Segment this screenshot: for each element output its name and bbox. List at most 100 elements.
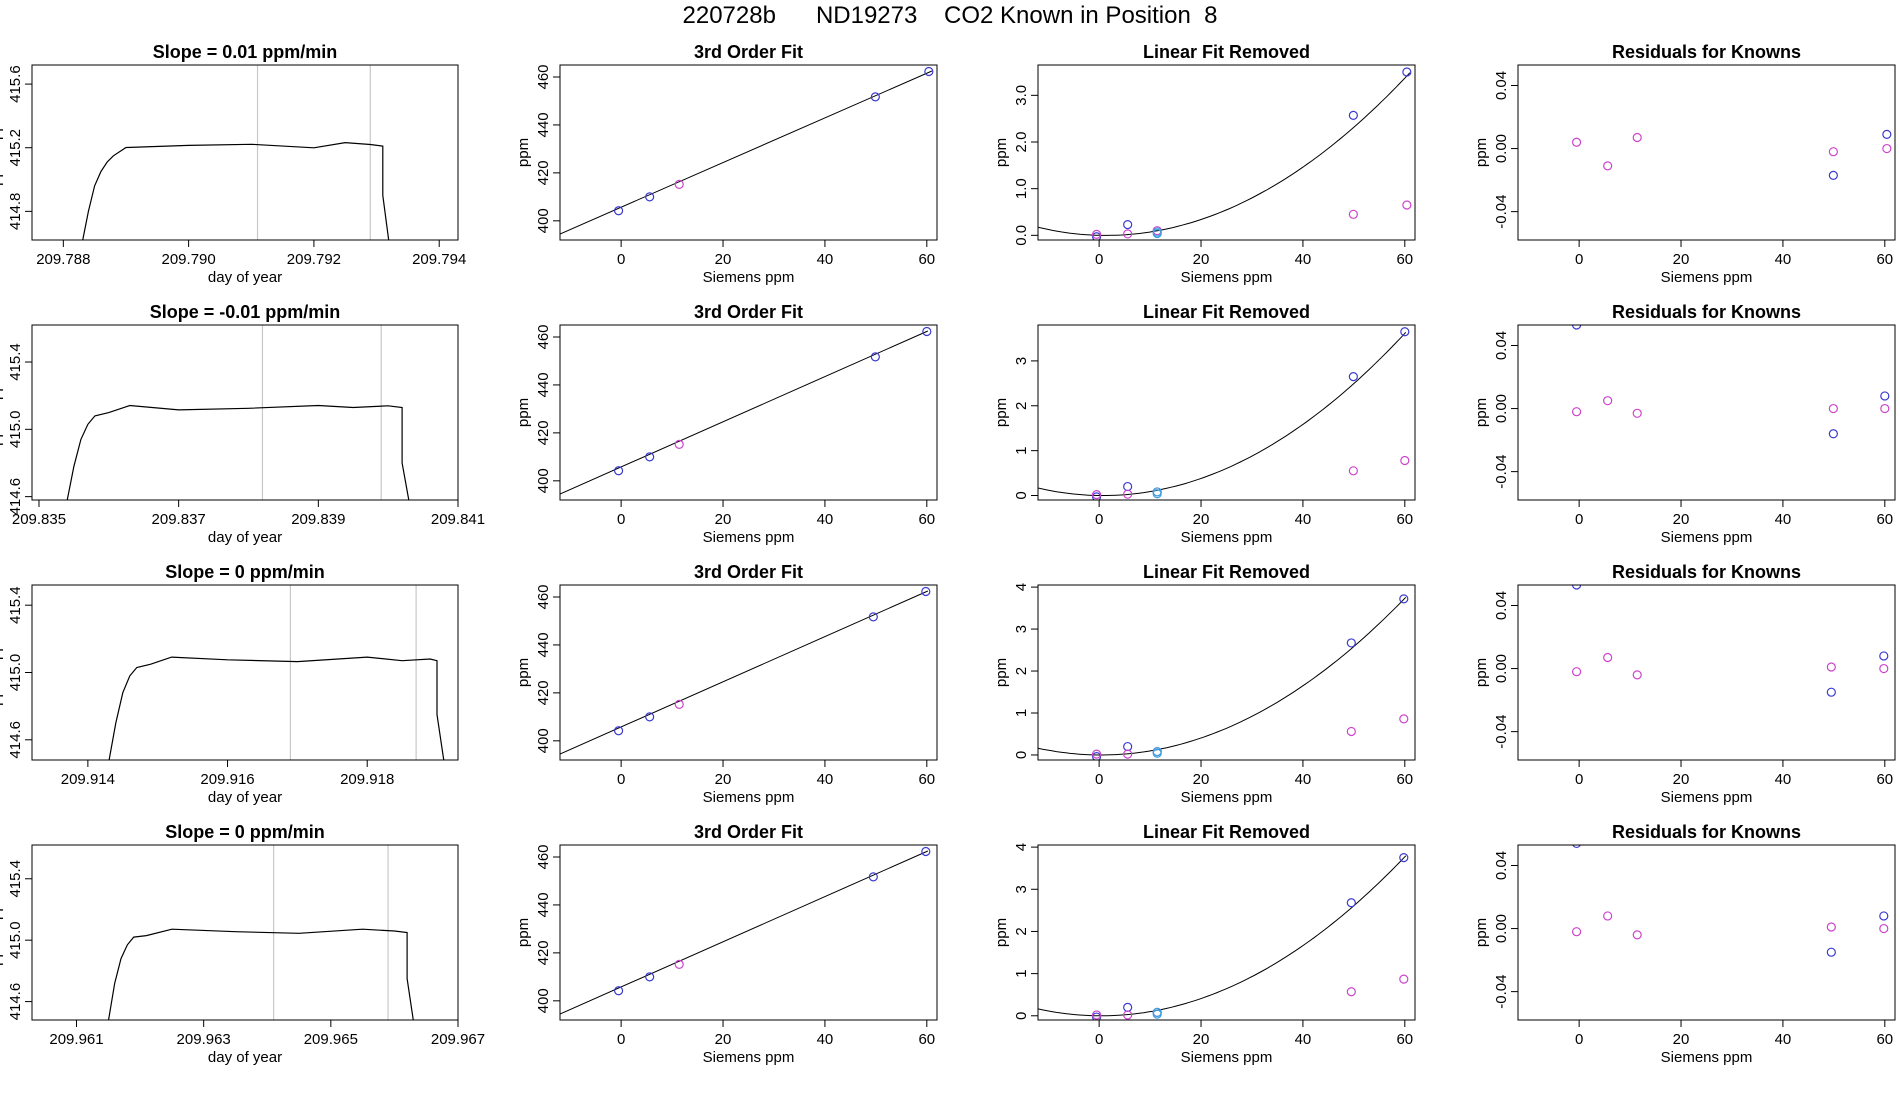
data-point bbox=[1346, 638, 1356, 648]
y-axis-label: ppm bbox=[1473, 138, 1490, 167]
plot-area bbox=[560, 326, 932, 495]
y-axis-label: approx. ppm bbox=[0, 371, 4, 454]
x-tick-label: 60 bbox=[918, 1031, 935, 1048]
plot-area bbox=[1571, 129, 1892, 180]
fit-curve bbox=[1038, 596, 1407, 756]
x-tick-label: 40 bbox=[817, 771, 834, 788]
x-tick-label: 20 bbox=[715, 511, 732, 528]
data-point bbox=[1346, 898, 1356, 908]
data-point bbox=[1346, 987, 1356, 997]
panel-residuals-row-4: Residuals for Knowns 0 20 40 60 -0.04 0.00 0.04… bbox=[1473, 822, 1896, 1066]
y-tick-label: 1 bbox=[1013, 969, 1030, 977]
plot-frame bbox=[559, 844, 938, 1021]
y-tick-label: 3 bbox=[1013, 357, 1030, 365]
x-tick-label: 40 bbox=[1775, 771, 1792, 788]
panel-title: Linear Fit Removed bbox=[1143, 302, 1310, 322]
y-tick-label: 440 bbox=[535, 892, 552, 917]
plot-area bbox=[108, 656, 445, 760]
y-tick-label: 415.4 bbox=[7, 586, 24, 624]
plot-area bbox=[1038, 594, 1409, 760]
fit-line bbox=[560, 330, 929, 495]
panel-title: Residuals for Knowns bbox=[1612, 562, 1801, 582]
y-tick-label: 0 bbox=[1013, 1012, 1030, 1020]
plot-frame bbox=[31, 64, 459, 241]
plot-area bbox=[1571, 845, 1889, 957]
x-axis-label: Siemens ppm bbox=[703, 269, 795, 286]
data-point bbox=[1346, 726, 1356, 737]
data-point bbox=[1632, 670, 1642, 680]
x-tick-label: 60 bbox=[918, 511, 935, 528]
data-point bbox=[1402, 67, 1412, 77]
plot-frame bbox=[1037, 584, 1416, 761]
plot-area bbox=[560, 66, 934, 235]
x-tick-label: 0 bbox=[1575, 771, 1583, 788]
plot-frame bbox=[1037, 844, 1416, 1021]
x-tick-label: 209.788 bbox=[36, 251, 90, 268]
panel-3rd-order-fit-row-3: 3rd Order Fit 0 20 40 60 400 420 440 460 Siemens … bbox=[515, 562, 938, 806]
panel-title: Residuals for Knowns bbox=[1612, 42, 1801, 62]
panel-linear-fit-removed-row-3: Linear Fit Removed 0 20 40 60 0 1 2 3 4 Siemens pp… bbox=[993, 562, 1416, 806]
x-tick-label: 209.792 bbox=[287, 251, 341, 268]
data-point bbox=[1399, 594, 1409, 604]
data-point bbox=[1571, 927, 1582, 937]
x-tick-label: 0 bbox=[617, 511, 625, 528]
x-tick-label: 0 bbox=[617, 1031, 625, 1048]
x-tick-label: 209.918 bbox=[340, 771, 394, 788]
plot-frame bbox=[31, 844, 459, 1021]
data-point bbox=[921, 846, 931, 857]
x-tick-label: 40 bbox=[1295, 511, 1312, 528]
data-point bbox=[645, 452, 655, 462]
data-point bbox=[1828, 403, 1838, 414]
y-tick-label: 414.6 bbox=[7, 721, 24, 759]
plot-frame bbox=[31, 584, 459, 761]
concentration-trace bbox=[82, 141, 390, 240]
panel-title: 3rd Order Fit bbox=[694, 562, 803, 582]
x-tick-label: 40 bbox=[817, 251, 834, 268]
data-point bbox=[1400, 327, 1410, 337]
data-point bbox=[1879, 911, 1889, 921]
plot-area bbox=[1038, 67, 1412, 240]
data-point bbox=[870, 92, 880, 102]
fit-line bbox=[560, 850, 929, 1015]
panel-title: 3rd Order Fit bbox=[694, 822, 803, 842]
data-point bbox=[1091, 749, 1102, 759]
y-tick-label: 0.00 bbox=[1493, 914, 1510, 943]
panel-linear-fit-removed-row-1: Linear Fit Removed 0 20 40 60 0.0 1.0 2.0 3.0 Sie… bbox=[993, 42, 1416, 286]
x-axis-label: day of year bbox=[208, 529, 282, 546]
x-axis-label: Siemens ppm bbox=[1181, 789, 1273, 806]
data-point bbox=[1826, 662, 1836, 672]
panel-3rd-order-fit-row-2: 3rd Order Fit 0 20 40 60 400 420 440 460 Siemens … bbox=[515, 302, 938, 546]
data-point bbox=[674, 179, 684, 189]
x-tick-label: 209.916 bbox=[200, 771, 254, 788]
y-axis-label: ppm bbox=[993, 398, 1010, 427]
data-point bbox=[922, 326, 932, 337]
x-tick-label: 60 bbox=[1876, 1031, 1893, 1048]
plot-area bbox=[107, 928, 414, 1020]
x-tick-label: 20 bbox=[1193, 251, 1210, 268]
x-tick-label: 40 bbox=[1295, 1031, 1312, 1048]
data-point bbox=[1826, 687, 1836, 697]
y-tick-label: 0.04 bbox=[1493, 331, 1510, 360]
data-point bbox=[1123, 481, 1133, 492]
x-tick-label: 0 bbox=[1095, 511, 1103, 528]
y-tick-label: 460 bbox=[535, 64, 552, 89]
x-axis-label: Siemens ppm bbox=[703, 529, 795, 546]
panel-residuals-row-2: Residuals for Knowns 0 20 40 60 -0.04 0.00 0.04… bbox=[1473, 302, 1896, 546]
x-tick-label: 40 bbox=[1295, 771, 1312, 788]
data-point bbox=[674, 959, 684, 969]
data-point bbox=[1571, 667, 1582, 677]
x-axis-label: Siemens ppm bbox=[1181, 529, 1273, 546]
data-point bbox=[1632, 408, 1642, 418]
y-tick-label: 415.0 bbox=[7, 654, 24, 692]
x-axis-label: day of year bbox=[208, 789, 282, 806]
y-tick-label: 3.0 bbox=[1013, 85, 1030, 106]
data-point bbox=[1632, 930, 1642, 940]
data-point bbox=[1603, 396, 1613, 406]
data-point bbox=[868, 612, 878, 622]
panel-time-series-row-4: Slope = 0 ppm/min 209.961 209.963 209.965 20… bbox=[0, 822, 485, 1066]
y-tick-label: 1.0 bbox=[1013, 178, 1030, 199]
y-tick-label: 0.00 bbox=[1493, 134, 1510, 163]
panel-title: Linear Fit Removed bbox=[1143, 42, 1310, 62]
panel-title: Slope = -0.01 ppm/min bbox=[150, 302, 341, 322]
x-tick-label: 0 bbox=[1575, 511, 1583, 528]
